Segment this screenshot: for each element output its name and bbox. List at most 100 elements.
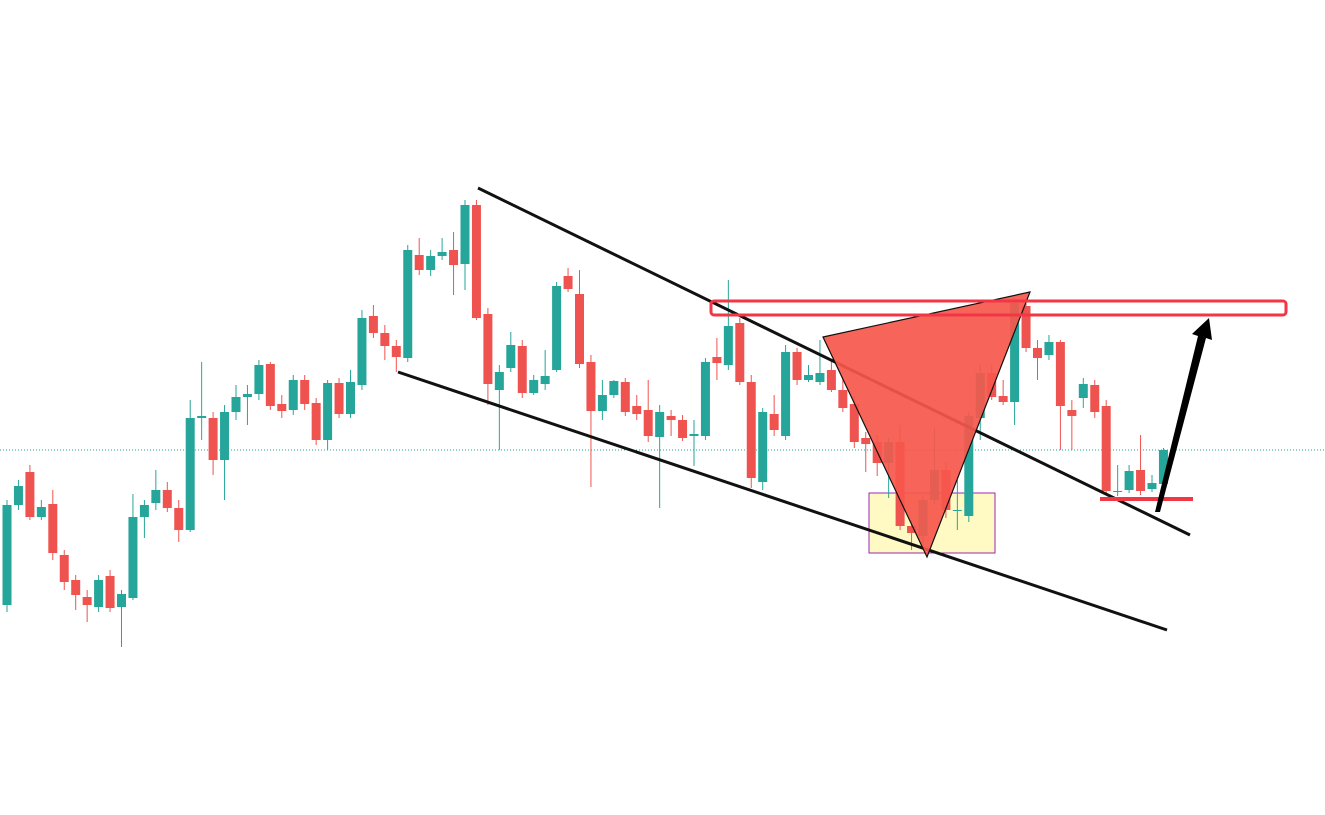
candle-body	[128, 517, 138, 598]
candle-body	[700, 362, 710, 436]
candle-body	[380, 333, 390, 346]
candle-body	[117, 594, 126, 607]
candle-body	[1021, 306, 1031, 348]
arrow	[1155, 318, 1212, 512]
candle-body	[346, 382, 355, 414]
candle-body	[105, 576, 115, 608]
candle-body	[449, 250, 459, 265]
candle-body	[311, 403, 321, 440]
candle-body	[792, 352, 802, 380]
candle-body	[1078, 384, 1088, 398]
candle-body	[1101, 406, 1111, 491]
candle-body	[25, 472, 35, 517]
candle-body	[575, 294, 584, 364]
candle-body	[517, 346, 527, 393]
candle-body	[907, 526, 917, 533]
candle-body	[1044, 342, 1054, 355]
candle-body	[506, 345, 516, 368]
candle-body	[746, 382, 756, 478]
candle-body	[254, 365, 264, 394]
candle-body	[391, 346, 401, 357]
candle-body	[300, 380, 310, 404]
candle-body	[1067, 410, 1077, 416]
candle-body	[826, 370, 836, 390]
candle-body	[242, 394, 252, 397]
candle-body	[586, 362, 596, 411]
candle-body	[162, 490, 172, 508]
candle-body	[277, 404, 287, 411]
candle-body	[964, 416, 974, 516]
candle-body	[620, 382, 630, 412]
candle-body	[426, 256, 436, 270]
candle-body	[758, 412, 768, 482]
candle-body	[552, 286, 562, 370]
candle-body	[998, 396, 1008, 402]
candle-body	[334, 383, 344, 414]
candle-body	[678, 420, 688, 438]
candle-body	[59, 555, 69, 582]
candle-body	[781, 352, 791, 436]
candle-body	[48, 504, 58, 553]
candle-body	[231, 397, 241, 412]
candle-body	[689, 434, 699, 436]
candle-body	[540, 376, 550, 384]
candle-body	[1010, 303, 1020, 402]
candle-body	[1124, 471, 1134, 490]
candle-body	[666, 416, 676, 420]
candle-body	[2, 505, 12, 605]
trend-line-lower	[397, 370, 1168, 632]
candle-body	[357, 318, 367, 385]
candle-body	[265, 364, 275, 406]
candle-body	[1090, 385, 1100, 412]
candle-body	[403, 250, 413, 358]
candle-body	[849, 404, 859, 442]
candle-body	[220, 412, 230, 460]
candle-body	[483, 314, 493, 384]
candle-body	[185, 418, 195, 530]
candle-body	[208, 418, 218, 460]
candle-body	[769, 414, 779, 430]
candle-body	[151, 490, 161, 503]
candle-body	[597, 395, 607, 411]
candle-body	[712, 357, 722, 363]
candle-body	[368, 316, 378, 333]
candle-body	[952, 510, 962, 511]
candle-body	[609, 381, 619, 395]
candle-body	[563, 276, 573, 289]
candle-body	[1055, 342, 1065, 406]
candle-body	[1136, 470, 1146, 491]
candle-body	[471, 205, 481, 318]
candle-body	[323, 383, 333, 440]
candle-body	[1033, 348, 1042, 358]
candle-body	[460, 205, 470, 264]
candle-body	[723, 326, 733, 365]
candle-body	[437, 252, 447, 256]
candle-body	[94, 580, 104, 607]
candle-body	[139, 505, 149, 517]
candle-body	[288, 380, 298, 410]
candle-body	[174, 508, 184, 530]
candle-body	[655, 412, 665, 437]
candle-body	[71, 580, 81, 595]
candle-body	[414, 255, 424, 270]
candle-body	[36, 507, 46, 517]
candle-body	[197, 416, 207, 418]
candle-body	[13, 486, 23, 505]
resistance-zone	[709, 299, 1288, 317]
candle-body	[82, 597, 92, 605]
candle-body	[735, 323, 745, 382]
candle-body	[1113, 491, 1123, 492]
candle-body	[1147, 483, 1157, 489]
candle-body	[838, 390, 848, 408]
candle-body	[815, 373, 825, 382]
candle-body	[804, 375, 813, 380]
candle-body	[1158, 450, 1168, 484]
candle-body	[861, 438, 871, 444]
candle-body	[529, 380, 539, 393]
candle-body	[632, 406, 642, 414]
candle-body	[643, 410, 653, 436]
candle-body	[494, 372, 504, 390]
